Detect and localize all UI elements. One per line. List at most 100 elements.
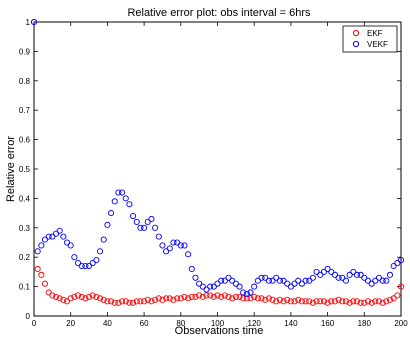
- data-point-vekf: [185, 251, 192, 258]
- data-point-vekf: [254, 277, 261, 284]
- data-point-ekf: [394, 292, 401, 299]
- data-point-vekf: [247, 289, 254, 296]
- data-point-ekf: [155, 295, 162, 302]
- chart-title: Relative error plot: obs interval = 6hrs: [127, 7, 311, 19]
- data-point-vekf: [313, 268, 320, 275]
- legend-marker-ekf: [352, 29, 360, 37]
- data-point-ekf: [258, 295, 265, 302]
- data-point-vekf: [78, 262, 85, 270]
- data-point-ekf: [104, 298, 111, 305]
- data-point-vekf: [203, 286, 210, 293]
- data-point-ekf: [97, 295, 104, 302]
- x-tick-label: 100: [211, 319, 225, 328]
- data-point-vekf: [221, 277, 228, 284]
- data-point-ekf: [386, 296, 394, 303]
- data-point-ekf: [133, 298, 140, 305]
- data-point-ekf: [82, 295, 89, 302]
- data-point-ekf: [203, 292, 210, 299]
- data-point-vekf: [229, 277, 236, 284]
- data-point-ekf: [210, 293, 217, 300]
- series-ekf: [30, 18, 405, 306]
- data-point-vekf: [177, 242, 184, 249]
- data-point-ekf: [74, 292, 82, 299]
- data-point-vekf: [342, 277, 350, 284]
- data-point-vekf: [122, 195, 129, 202]
- legend-label-vekf: VEKF: [367, 40, 388, 49]
- y-tick-label: 0.7: [19, 106, 31, 115]
- y-tick-label: 0: [26, 312, 31, 321]
- x-axis-title: Observations time: [175, 325, 264, 337]
- y-tick-label: 0.3: [19, 224, 31, 233]
- data-point-ekf: [174, 295, 181, 302]
- data-point-vekf: [298, 280, 305, 287]
- y-tick-label: 1: [26, 18, 31, 27]
- data-point-vekf: [82, 262, 89, 270]
- data-point-vekf: [100, 236, 107, 243]
- data-point-vekf: [130, 212, 137, 220]
- data-point-ekf: [306, 298, 313, 305]
- data-point-vekf: [397, 257, 405, 264]
- data-point-ekf: [243, 295, 250, 302]
- data-point-vekf: [170, 239, 177, 246]
- data-point-vekf: [390, 262, 397, 270]
- data-point-vekf: [210, 283, 217, 290]
- data-point-ekf: [240, 295, 247, 302]
- data-point-ekf: [251, 293, 258, 300]
- data-point-ekf: [218, 293, 225, 300]
- data-point-vekf: [111, 198, 118, 205]
- legend-label-ekf: EKF: [367, 29, 383, 38]
- data-point-vekf: [364, 277, 372, 284]
- data-point-vekf: [71, 254, 78, 261]
- data-point-vekf: [383, 277, 390, 284]
- data-point-vekf: [273, 274, 280, 281]
- data-point-vekf: [67, 242, 74, 249]
- data-point-vekf: [306, 277, 313, 284]
- data-point-ekf: [273, 298, 280, 305]
- data-point-vekf: [207, 283, 214, 290]
- data-point-vekf: [104, 221, 111, 228]
- data-point-ekf: [41, 280, 49, 287]
- y-tick-label: 0.6: [19, 136, 31, 145]
- data-point-vekf: [243, 290, 250, 298]
- data-point-vekf: [141, 224, 148, 231]
- data-point-ekf: [229, 295, 236, 302]
- data-point-vekf: [339, 274, 346, 281]
- data-point-ekf: [144, 296, 151, 303]
- y-tick-label: 0.2: [19, 253, 31, 262]
- x-tick-label: 0: [32, 319, 37, 328]
- data-point-ekf: [137, 298, 144, 305]
- data-point-ekf: [236, 293, 243, 300]
- data-point-ekf: [364, 298, 372, 305]
- data-point-vekf: [60, 233, 67, 240]
- data-point-vekf: [155, 233, 162, 240]
- data-point-vekf: [335, 274, 342, 281]
- series-layer: [30, 18, 405, 306]
- series-vekf: [30, 18, 405, 298]
- data-point-ekf: [309, 299, 316, 306]
- y-tick-label: 0.4: [19, 194, 31, 203]
- data-point-vekf: [52, 230, 60, 237]
- data-point-ekf: [108, 298, 115, 305]
- data-point-ekf: [324, 299, 331, 306]
- data-point-ekf: [199, 293, 206, 300]
- data-point-ekf: [247, 295, 254, 302]
- data-point-vekf: [331, 271, 338, 278]
- data-point-vekf: [225, 274, 232, 281]
- data-point-vekf: [63, 239, 71, 246]
- data-point-ekf: [390, 295, 397, 302]
- data-point-vekf: [320, 268, 327, 275]
- data-point-vekf: [192, 274, 199, 281]
- data-point-vekf: [218, 277, 225, 284]
- data-point-ekf: [67, 295, 74, 302]
- y-axis: 0 0.1 0.2 0.3 0.4 0.5 0.6 0.7 0.8 0.9 1: [19, 18, 401, 321]
- data-point-ekf: [221, 292, 228, 299]
- data-point-vekf: [350, 268, 357, 275]
- data-point-ekf: [302, 298, 309, 305]
- x-tick-label: 140: [284, 319, 298, 328]
- data-point-vekf: [174, 239, 181, 246]
- data-point-ekf: [353, 298, 361, 305]
- data-point-vekf: [287, 283, 294, 290]
- x-tick-label: 180: [358, 319, 372, 328]
- data-point-ekf: [126, 299, 133, 306]
